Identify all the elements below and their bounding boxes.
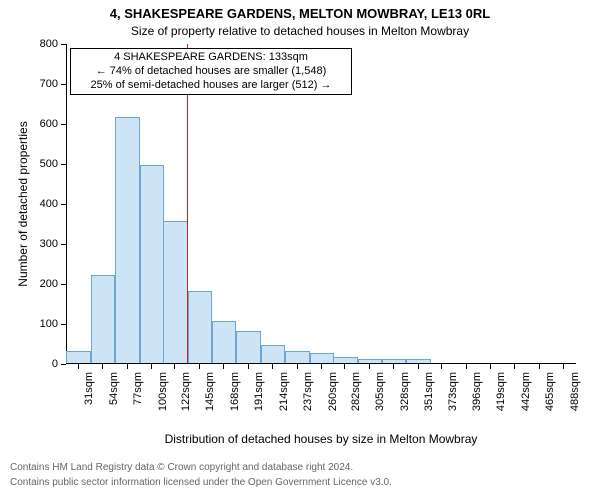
ytick-mark bbox=[61, 164, 66, 165]
histogram-bar bbox=[333, 357, 357, 363]
ytick-label: 600 bbox=[26, 118, 58, 130]
xtick-label: 214sqm bbox=[278, 372, 290, 422]
xtick-label: 31sqm bbox=[83, 372, 95, 422]
xtick-mark bbox=[466, 364, 467, 369]
histogram-bar bbox=[115, 117, 139, 363]
histogram-bar bbox=[91, 275, 115, 363]
ytick-label: 100 bbox=[26, 318, 58, 330]
annotation-box: 4 SHAKESPEARE GARDENS: 133sqm ← 74% of d… bbox=[70, 48, 352, 95]
xtick-label: 465sqm bbox=[544, 372, 556, 422]
histogram-bar bbox=[212, 321, 236, 363]
xtick-mark bbox=[321, 364, 322, 369]
xtick-mark bbox=[199, 364, 200, 369]
xtick-label: 488sqm bbox=[569, 372, 581, 422]
xtick-label: 191sqm bbox=[253, 372, 265, 422]
xtick-label: 351sqm bbox=[423, 372, 435, 422]
xtick-mark bbox=[151, 364, 152, 369]
xtick-label: 282sqm bbox=[350, 372, 362, 422]
xtick-mark bbox=[393, 364, 394, 369]
ytick-label: 0 bbox=[26, 358, 58, 370]
xtick-label: 122sqm bbox=[180, 372, 192, 422]
histogram-bar bbox=[358, 359, 382, 363]
xtick-mark bbox=[344, 364, 345, 369]
histogram-bar bbox=[382, 359, 406, 363]
xtick-label: 373sqm bbox=[447, 372, 459, 422]
histogram-bar bbox=[261, 345, 285, 363]
xtick-mark bbox=[102, 364, 103, 369]
histogram-bar bbox=[140, 165, 164, 363]
xtick-mark bbox=[272, 364, 273, 369]
attribution-line-1: Contains HM Land Registry data © Crown c… bbox=[10, 462, 353, 473]
xtick-mark bbox=[490, 364, 491, 369]
histogram-bar bbox=[285, 351, 309, 363]
xtick-mark bbox=[78, 364, 79, 369]
ytick-label: 700 bbox=[26, 78, 58, 90]
ytick-mark bbox=[61, 124, 66, 125]
ytick-mark bbox=[61, 284, 66, 285]
ytick-label: 800 bbox=[26, 38, 58, 50]
histogram-bar bbox=[163, 221, 187, 363]
xtick-mark bbox=[223, 364, 224, 369]
xtick-label: 305sqm bbox=[374, 372, 386, 422]
xtick-label: 168sqm bbox=[229, 372, 241, 422]
xtick-label: 396sqm bbox=[471, 372, 483, 422]
xtick-mark bbox=[248, 364, 249, 369]
ytick-label: 400 bbox=[26, 198, 58, 210]
histogram-bar bbox=[236, 331, 260, 363]
ytick-mark bbox=[61, 204, 66, 205]
xtick-label: 100sqm bbox=[157, 372, 169, 422]
ytick-label: 200 bbox=[26, 278, 58, 290]
annotation-line-2: ← 74% of detached houses are smaller (1,… bbox=[75, 65, 347, 79]
xtick-label: 145sqm bbox=[204, 372, 216, 422]
x-axis-label: Distribution of detached houses by size … bbox=[66, 432, 576, 446]
chart-container: 4, SHAKESPEARE GARDENS, MELTON MOWBRAY, … bbox=[0, 0, 600, 500]
xtick-mark bbox=[174, 364, 175, 369]
ytick-mark bbox=[61, 364, 66, 365]
ytick-label: 300 bbox=[26, 238, 58, 250]
histogram-bar bbox=[66, 351, 90, 363]
xtick-label: 328sqm bbox=[399, 372, 411, 422]
xtick-mark bbox=[441, 364, 442, 369]
xtick-label: 77sqm bbox=[132, 372, 144, 422]
histogram-bar bbox=[406, 359, 430, 363]
xtick-mark bbox=[418, 364, 419, 369]
annotation-line-3: 25% of semi-detached houses are larger (… bbox=[75, 79, 347, 93]
ytick-mark bbox=[61, 84, 66, 85]
xtick-mark bbox=[127, 364, 128, 369]
chart-subtitle: Size of property relative to detached ho… bbox=[0, 24, 600, 38]
xtick-mark bbox=[563, 364, 564, 369]
ytick-mark bbox=[61, 44, 66, 45]
ytick-label: 500 bbox=[26, 158, 58, 170]
ytick-mark bbox=[61, 244, 66, 245]
histogram-bar bbox=[188, 291, 212, 363]
xtick-label: 237sqm bbox=[302, 372, 314, 422]
attribution-line-2: Contains public sector information licen… bbox=[10, 477, 392, 488]
annotation-line-1: 4 SHAKESPEARE GARDENS: 133sqm bbox=[75, 51, 347, 65]
xtick-mark bbox=[369, 364, 370, 369]
ytick-mark bbox=[61, 324, 66, 325]
xtick-label: 442sqm bbox=[520, 372, 532, 422]
histogram-bar bbox=[310, 353, 334, 363]
xtick-label: 419sqm bbox=[495, 372, 507, 422]
xtick-mark bbox=[514, 364, 515, 369]
xtick-label: 54sqm bbox=[108, 372, 120, 422]
xtick-label: 260sqm bbox=[327, 372, 339, 422]
chart-title: 4, SHAKESPEARE GARDENS, MELTON MOWBRAY, … bbox=[0, 6, 600, 21]
xtick-mark bbox=[539, 364, 540, 369]
xtick-mark bbox=[297, 364, 298, 369]
